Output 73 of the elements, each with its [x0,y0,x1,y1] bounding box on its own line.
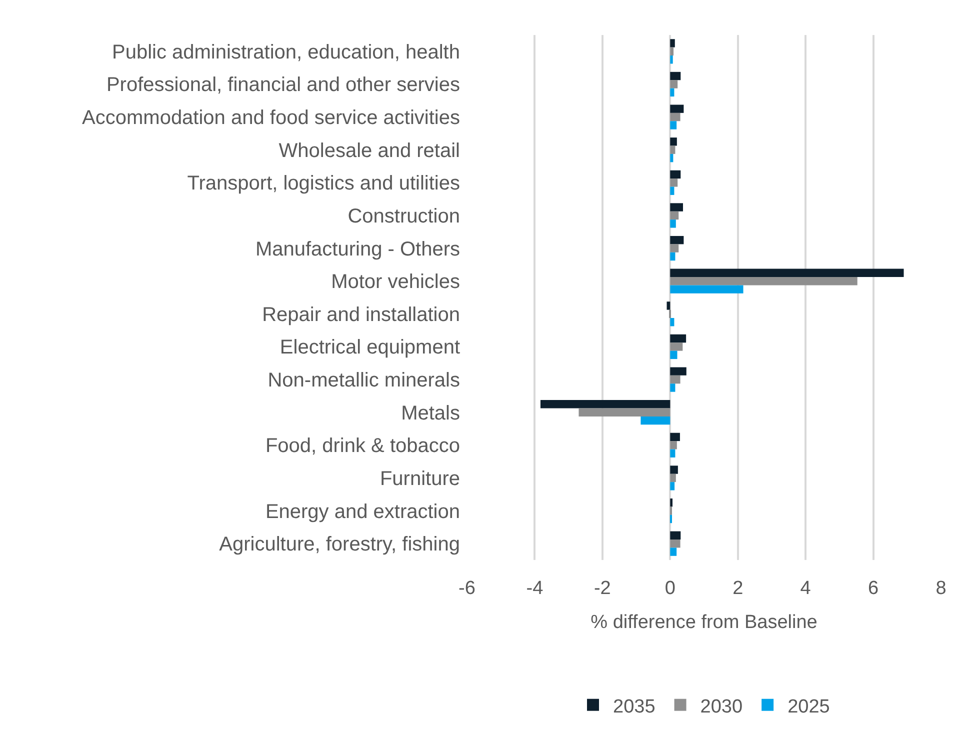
x-tick-label: -4 [526,578,544,599]
legend-label: 2025 [788,696,830,718]
x-tick-label: -6 [458,578,476,599]
legend-label: 2035 [613,696,656,718]
bar [670,154,674,162]
y-tick-label: Motor vehicles [331,271,460,294]
x-tick-label: 2 [732,578,744,599]
bar [578,408,670,416]
bar [670,367,686,376]
bar [670,211,679,220]
bar [670,531,681,540]
y-tick-label: Construction [348,205,460,228]
y-tick-label: Food, drink & tobacco [265,435,460,458]
x-tick-label: 0 [664,578,676,599]
bar [670,39,675,48]
bar [670,178,678,187]
bar [670,474,676,482]
y-tick-label: Accommodation and food service activities [82,107,460,130]
bar [670,276,858,286]
bar [670,220,676,228]
legend-label: 2030 [700,696,743,718]
bar [670,252,676,261]
bar [670,285,744,294]
bar [670,203,684,212]
y-tick-label: Agriculture, forestry, fishing [219,534,460,556]
y-tick-label: Public administration, education, health [112,41,460,64]
bar [670,498,673,507]
y-tick-label: Furniture [380,468,460,490]
bar [670,432,680,442]
bar [670,342,683,351]
bar [670,56,673,64]
y-tick-label: Professional, financial and other servies [106,74,460,96]
x-tick-label: 8 [936,578,946,599]
bar [670,375,680,384]
y-tick-label: Wholesale and retail [278,140,460,162]
bar [670,112,680,122]
bar [670,482,675,490]
bar [540,400,670,408]
bar [670,138,677,146]
bar [670,449,676,458]
bar [670,318,674,326]
bar [670,334,686,343]
bar [670,47,674,56]
bar [670,146,676,154]
bar [670,186,674,195]
y-tick-label: Metals [401,402,460,424]
bar [670,548,677,556]
x-tick-label: 4 [800,578,812,599]
y-tick-label: Manufacturing - Others [255,238,460,260]
bar [670,466,678,474]
bar [670,121,677,130]
bar [640,416,670,425]
bar [670,350,678,360]
bar [670,441,677,450]
bar [670,88,674,97]
bar [670,72,681,80]
bar [670,170,681,179]
bar [670,384,676,392]
bar [666,302,670,310]
bar [670,104,684,113]
y-tick-label: Electrical equipment [280,336,460,359]
y-tick-label: Repair and installation [262,304,460,326]
x-tick-label: -2 [594,578,611,599]
y-tick-label: Energy and extraction [265,500,460,523]
bar [670,80,678,88]
bar [670,539,680,548]
x-axis-title: % difference from Baseline [590,612,818,633]
y-tick-label: Transport, logistics and utilities [187,172,460,195]
bar [670,244,679,252]
bar [670,236,684,244]
x-tick-label: 6 [868,578,879,599]
bar [670,268,904,277]
y-tick-label: Non-metallic minerals [268,370,460,392]
